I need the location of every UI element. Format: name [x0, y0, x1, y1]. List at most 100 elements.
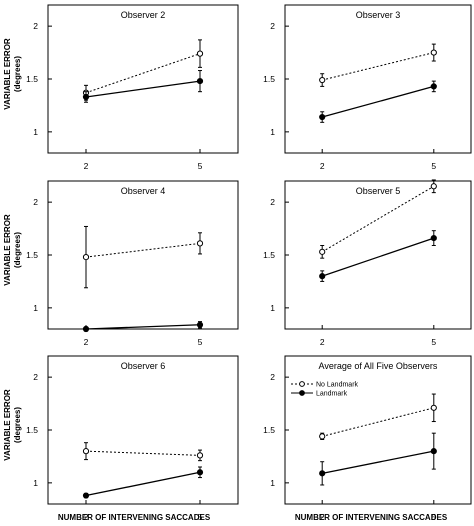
y-tick-label: 2	[270, 197, 275, 207]
x-tick-label: 2	[320, 512, 325, 522]
plot-frame	[284, 180, 472, 330]
legend-label: Landmark	[316, 391, 348, 398]
data-point-filled	[319, 273, 326, 280]
chart-panel: Observer 4 1 1.5 2 2 5	[26, 180, 239, 347]
plot-frame	[47, 4, 239, 154]
chart-panel: Average of All Five Observers 1 1.5 2 2 5 No L…	[263, 355, 472, 522]
x-tick-label: 5	[431, 512, 436, 522]
plot-frame	[47, 355, 239, 505]
series-line-filled	[322, 85, 434, 118]
y-axis-label-line1: VARIABLE ERROR	[3, 38, 12, 110]
y-tick-label: 2	[33, 21, 38, 31]
series-line-filled	[321, 237, 435, 277]
series-line-filled	[85, 471, 201, 497]
x-tick-label: 5	[198, 161, 203, 171]
y-tick-label: 2	[33, 372, 38, 382]
data-point-filled	[430, 448, 437, 455]
legend-marker	[299, 381, 305, 387]
data-point-open	[82, 448, 90, 455]
y-tick-label: 1	[33, 478, 38, 488]
data-point-open	[430, 183, 437, 190]
y-tick-label: 1.5	[26, 425, 38, 435]
data-point-filled	[82, 325, 90, 333]
data-point-open	[319, 433, 326, 440]
series-line-filled	[85, 80, 201, 98]
y-tick-label: 1	[33, 127, 38, 137]
panel-title: Observer 5	[356, 186, 401, 196]
y-axis-label-line2: (degrees)	[13, 407, 22, 443]
legend-label: No Landmark	[316, 382, 359, 389]
y-axis-label-line2: (degrees)	[13, 56, 22, 92]
data-point-open	[430, 404, 437, 411]
y-tick-label: 1	[33, 303, 38, 313]
plot-frame	[284, 355, 472, 505]
y-tick-label: 1.5	[26, 250, 38, 260]
chart-panel: Observer 3 1 1.5 2 2 5	[263, 4, 472, 171]
panel-title: Observer 2	[121, 10, 166, 20]
y-axis-label-line1: VARIABLE ERROR	[3, 214, 12, 286]
series-line-open	[85, 53, 201, 94]
data-point-filled	[319, 470, 326, 477]
x-tick-label: 5	[431, 337, 436, 347]
data-point-filled	[196, 321, 204, 328]
x-tick-label: 5	[198, 512, 203, 522]
x-tick-label: 2	[320, 337, 325, 347]
x-tick-label: 2	[84, 337, 89, 347]
data-point-filled	[82, 93, 90, 101]
data-point-open	[82, 254, 90, 261]
series-line-open	[322, 52, 434, 81]
panel-title: Observer 4	[121, 186, 166, 196]
y-axis-label-line1: VARIABLE ERROR	[3, 389, 12, 461]
data-point-filled	[430, 234, 437, 242]
data-point-open	[319, 76, 326, 84]
data-point-open	[430, 49, 437, 56]
y-axis-label-line2: (degrees)	[13, 232, 22, 268]
data-point-open	[319, 248, 326, 255]
y-axis-label-row-1: VARIABLE ERROR (degrees)	[3, 38, 22, 110]
x-axis-label-left: NUMBER OF INTERVENING SACCADES	[58, 513, 211, 522]
series-line-open	[322, 407, 434, 437]
data-point-open	[196, 50, 204, 57]
y-tick-label: 1.5	[26, 74, 38, 84]
data-point-filled	[319, 113, 326, 121]
series-line-filled	[85, 324, 201, 330]
series-line-filled	[322, 450, 434, 474]
series-line-open	[321, 185, 435, 253]
data-point-filled	[196, 469, 204, 476]
data-point-filled	[82, 492, 90, 499]
chart-panel: Observer 6 1 1.5 2 2 5	[26, 355, 239, 522]
x-tick-label: 2	[84, 512, 89, 522]
y-tick-label: 2	[270, 372, 275, 382]
y-tick-label: 2	[270, 21, 275, 31]
series-line-open	[85, 450, 201, 456]
panel-title: Average of All Five Observers	[319, 361, 438, 371]
x-tick-label: 5	[198, 337, 203, 347]
plot-frame	[284, 4, 472, 154]
y-tick-label: 1.5	[263, 74, 275, 84]
plot-frame	[47, 180, 239, 330]
chart-panel: Observer 2 1 1.5 2 2 5	[26, 4, 239, 171]
chart-panel: Observer 5 1 1.5 2 2 5	[263, 179, 472, 347]
y-tick-label: 1	[270, 127, 275, 137]
data-point-open	[196, 452, 204, 459]
y-tick-label: 1.5	[263, 250, 275, 260]
x-tick-label: 2	[320, 161, 325, 171]
panel-title: Observer 6	[121, 361, 166, 371]
y-tick-label: 1.5	[263, 425, 275, 435]
x-tick-label: 5	[431, 161, 436, 171]
series-line-open	[85, 242, 201, 258]
y-tick-label: 1	[270, 303, 275, 313]
panel-title: Observer 3	[356, 10, 401, 20]
data-point-filled	[196, 78, 204, 85]
x-tick-label: 2	[84, 161, 89, 171]
data-point-open	[196, 240, 204, 247]
y-tick-label: 2	[33, 197, 38, 207]
x-axis-label-right: NUMBER OF INTERVENING SACCADES	[295, 513, 448, 522]
y-tick-label: 1	[270, 478, 275, 488]
y-axis-label-row-2: VARIABLE ERROR (degrees)	[3, 214, 22, 286]
y-axis-label-row-3: VARIABLE ERROR (degrees)	[3, 389, 22, 461]
legend-marker	[299, 390, 305, 396]
data-point-filled	[430, 83, 437, 90]
